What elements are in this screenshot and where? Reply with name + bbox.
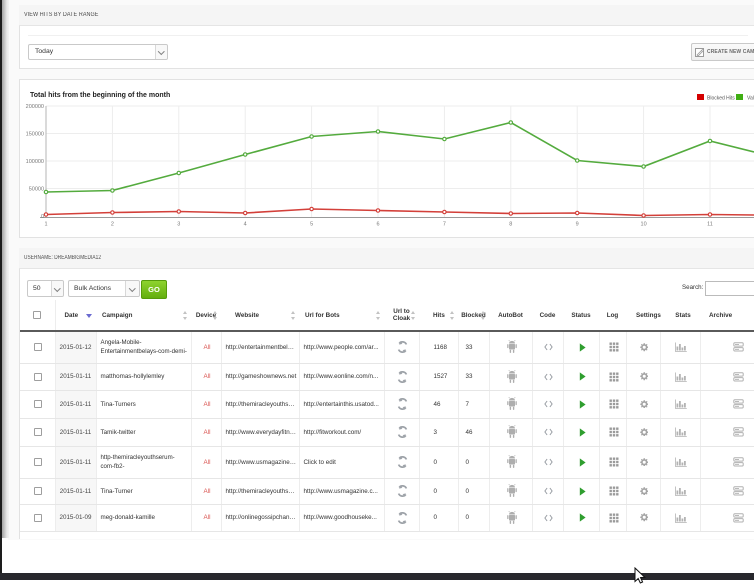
svg-text:Blocked Hits: Blocked Hits [707,96,735,102]
svg-text:5: 5 [310,222,313,228]
svg-text:4: 4 [244,222,247,228]
svg-text:200000: 200000 [26,104,44,110]
svg-text:2: 2 [111,222,114,228]
svg-text:11: 11 [707,222,713,228]
svg-text:150000: 150000 [26,132,44,138]
svg-text:100000: 100000 [26,159,44,165]
svg-text:10: 10 [641,222,647,228]
svg-text:6: 6 [376,222,379,228]
svg-text:1: 1 [44,222,47,228]
svg-text:3: 3 [177,222,180,228]
svg-text:Valid Hits: Valid Hits [747,96,754,102]
svg-text:9: 9 [576,222,579,228]
svg-text:Total hits from the beginning: Total hits from the beginning of the mon… [30,92,170,99]
svg-text:7: 7 [443,222,446,228]
svg-text:8: 8 [509,222,512,228]
svg-text:0: 0 [41,214,44,220]
svg-text:50000: 50000 [29,187,44,193]
